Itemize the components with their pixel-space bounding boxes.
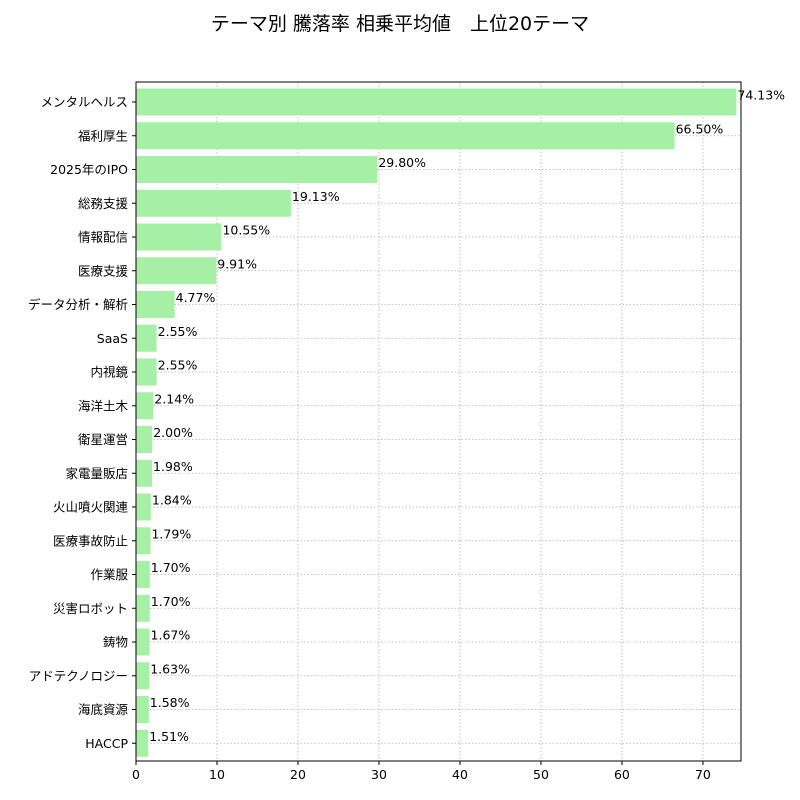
value-label: 74.13%: [737, 88, 785, 103]
value-label: 4.77%: [176, 290, 216, 305]
bar: [136, 392, 154, 420]
category-label: 火山噴火関連: [53, 500, 129, 515]
value-label: 2.14%: [154, 391, 194, 406]
category-label: HACCP: [85, 736, 128, 751]
bar: [136, 291, 175, 318]
category-label: 2025年のIPO: [50, 162, 128, 177]
bar: [136, 426, 153, 453]
bar: [136, 696, 149, 723]
bar: [136, 459, 153, 487]
bar: [136, 493, 151, 521]
category-label: 家電量販店: [65, 466, 128, 481]
value-label: 2.55%: [158, 324, 198, 339]
value-label: 29.80%: [378, 155, 426, 170]
x-tick-label: 0: [132, 767, 140, 782]
category-label: 総務支援: [78, 196, 129, 211]
value-label: 10.55%: [222, 223, 270, 238]
category-label: 内視鏡: [90, 365, 128, 380]
bar: [136, 358, 157, 386]
x-tick-label: 60: [614, 767, 630, 782]
value-label: 1.84%: [152, 493, 192, 508]
category-label: データ分析・解析: [28, 297, 128, 312]
value-label: 1.98%: [153, 459, 193, 474]
tick-layer: [132, 101, 704, 765]
x-tick-label: 50: [533, 767, 549, 782]
bar: [136, 561, 150, 588]
bar: [136, 324, 157, 352]
value-label: 9.91%: [217, 256, 257, 271]
grid-layer: [135, 82, 741, 761]
bar: [136, 628, 150, 656]
plot-area-frame: [135, 81, 742, 762]
bar-layer: [136, 88, 737, 757]
category-label: アドテクノロジー: [29, 668, 128, 683]
category-label: SaaS: [97, 331, 128, 346]
value-label: 1.70%: [151, 560, 191, 575]
value-label: 2.55%: [158, 358, 198, 373]
bar: [136, 189, 291, 217]
value-label: 2.00%: [153, 425, 193, 440]
bar: [136, 88, 737, 116]
category-label: 海底資源: [78, 702, 129, 717]
category-label: 災害ロボット: [53, 601, 128, 616]
value-label: 1.67%: [151, 628, 191, 643]
label-layer: 0 10 20 30 40 50 60 70 メンタルヘルス 74.13% 福利厚生 66.50% 20…: [28, 88, 785, 783]
value-label: 19.13%: [292, 189, 340, 204]
x-tick-label: 10: [209, 767, 225, 782]
category-label: 海洋土木: [78, 398, 129, 413]
value-label: 1.63%: [150, 661, 190, 676]
chart-title: テーマ別 騰落率 相乗平均値 上位20テーマ: [211, 13, 589, 35]
x-tick-label: 20: [290, 767, 306, 782]
value-label: 1.51%: [149, 729, 189, 744]
x-tick-label: 40: [452, 767, 468, 782]
bar: [136, 662, 150, 690]
value-label: 1.79%: [151, 526, 191, 541]
category-label: 衛星運営: [78, 432, 128, 447]
bar: [136, 156, 378, 183]
bar: [136, 729, 149, 757]
category-label: 医療事故防止: [53, 533, 128, 548]
bar: [136, 223, 222, 251]
category-label: 作業服: [90, 567, 128, 582]
x-tick-label: 30: [371, 767, 387, 782]
x-tick-label: 70: [695, 767, 711, 782]
value-label: 1.58%: [150, 695, 190, 710]
category-label: 医療支援: [78, 263, 129, 278]
value-label: 66.50%: [676, 121, 724, 136]
bar: [136, 527, 151, 555]
category-label: 鋳物: [103, 635, 128, 650]
category-label: 福利厚生: [78, 128, 128, 143]
bar: [136, 594, 150, 622]
value-label: 1.70%: [151, 594, 191, 609]
category-label: メンタルヘルス: [40, 95, 128, 110]
bar: [136, 257, 217, 285]
bar: [136, 122, 675, 150]
category-label: 情報配信: [78, 230, 128, 245]
